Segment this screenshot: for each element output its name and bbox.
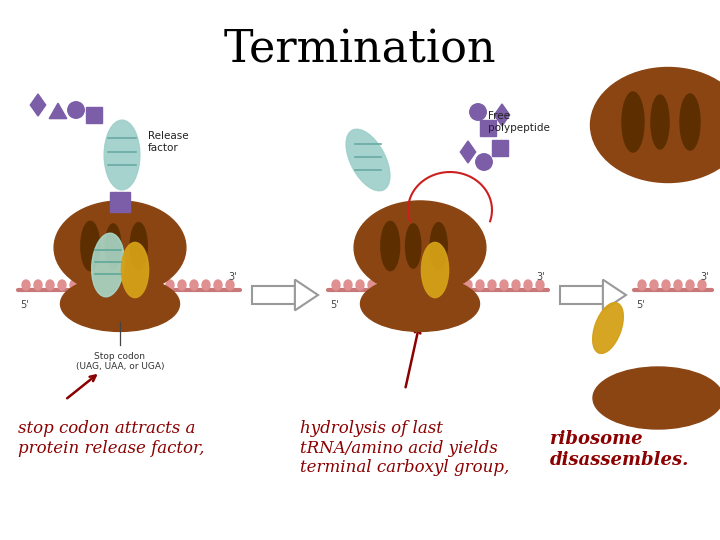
Circle shape	[476, 154, 492, 170]
Ellipse shape	[106, 280, 114, 290]
Text: Release
factor: Release factor	[148, 131, 189, 153]
Ellipse shape	[590, 68, 720, 183]
Circle shape	[469, 104, 486, 120]
Ellipse shape	[476, 280, 484, 290]
Polygon shape	[460, 141, 476, 163]
Ellipse shape	[392, 280, 400, 290]
Ellipse shape	[178, 280, 186, 290]
Ellipse shape	[512, 280, 520, 290]
Polygon shape	[495, 104, 510, 126]
Ellipse shape	[662, 280, 670, 290]
Ellipse shape	[190, 280, 198, 290]
Text: Termination: Termination	[224, 28, 496, 71]
Text: Free
polypeptide: Free polypeptide	[488, 111, 550, 133]
Text: 3': 3'	[228, 272, 237, 282]
Ellipse shape	[58, 280, 66, 290]
Ellipse shape	[104, 120, 140, 190]
Ellipse shape	[674, 280, 682, 290]
Ellipse shape	[130, 280, 138, 290]
Circle shape	[68, 102, 84, 118]
Text: Stop codon
(UAG, UAA, or UGA): Stop codon (UAG, UAA, or UGA)	[76, 352, 164, 372]
Text: 5': 5'	[330, 300, 338, 310]
Ellipse shape	[405, 224, 421, 268]
Polygon shape	[295, 280, 318, 310]
Ellipse shape	[440, 280, 448, 290]
Text: 5': 5'	[636, 300, 644, 310]
Ellipse shape	[361, 276, 480, 332]
Ellipse shape	[214, 280, 222, 290]
Ellipse shape	[130, 222, 147, 269]
Ellipse shape	[202, 280, 210, 290]
Ellipse shape	[381, 221, 400, 271]
Ellipse shape	[622, 92, 644, 152]
Text: ribosome
disassembles.: ribosome disassembles.	[550, 430, 689, 469]
Ellipse shape	[686, 280, 694, 290]
Ellipse shape	[82, 280, 90, 290]
Ellipse shape	[118, 280, 126, 290]
Ellipse shape	[226, 280, 234, 290]
Ellipse shape	[416, 280, 424, 290]
Ellipse shape	[536, 280, 544, 290]
Ellipse shape	[142, 280, 150, 290]
Ellipse shape	[368, 280, 376, 290]
Ellipse shape	[421, 242, 449, 298]
Ellipse shape	[593, 367, 720, 429]
Ellipse shape	[524, 280, 532, 290]
Ellipse shape	[354, 201, 486, 294]
Polygon shape	[603, 280, 626, 310]
Ellipse shape	[650, 280, 658, 290]
Ellipse shape	[356, 280, 364, 290]
Ellipse shape	[81, 221, 99, 271]
Text: 3': 3'	[536, 272, 544, 282]
Ellipse shape	[166, 280, 174, 290]
Ellipse shape	[332, 280, 340, 290]
Ellipse shape	[91, 233, 125, 297]
Ellipse shape	[106, 224, 121, 268]
Ellipse shape	[154, 280, 162, 290]
Ellipse shape	[60, 276, 179, 332]
Ellipse shape	[404, 280, 412, 290]
Ellipse shape	[488, 280, 496, 290]
Ellipse shape	[651, 95, 669, 149]
Ellipse shape	[346, 129, 390, 191]
Ellipse shape	[593, 302, 624, 354]
Ellipse shape	[638, 280, 646, 290]
Ellipse shape	[54, 201, 186, 294]
FancyBboxPatch shape	[492, 140, 508, 156]
Text: 3': 3'	[700, 272, 708, 282]
Ellipse shape	[34, 280, 42, 290]
Ellipse shape	[680, 94, 700, 150]
Ellipse shape	[452, 280, 460, 290]
Text: 5': 5'	[20, 300, 29, 310]
FancyBboxPatch shape	[86, 107, 102, 123]
Ellipse shape	[431, 222, 447, 269]
Ellipse shape	[698, 280, 706, 290]
Ellipse shape	[380, 280, 388, 290]
FancyBboxPatch shape	[560, 286, 603, 304]
FancyBboxPatch shape	[252, 286, 295, 304]
Polygon shape	[49, 103, 67, 119]
Ellipse shape	[94, 280, 102, 290]
Ellipse shape	[46, 280, 54, 290]
Ellipse shape	[22, 280, 30, 290]
FancyBboxPatch shape	[480, 120, 496, 136]
FancyBboxPatch shape	[110, 192, 130, 212]
Ellipse shape	[122, 242, 148, 298]
Polygon shape	[30, 94, 45, 116]
Ellipse shape	[70, 280, 78, 290]
Ellipse shape	[464, 280, 472, 290]
Ellipse shape	[344, 280, 352, 290]
Text: stop codon attracts a
protein release factor,: stop codon attracts a protein release fa…	[18, 420, 204, 457]
Ellipse shape	[500, 280, 508, 290]
Text: hydrolysis of last
tRNA/amino acid yields
terminal carboxyl group,: hydrolysis of last tRNA/amino acid yield…	[300, 420, 509, 476]
Ellipse shape	[428, 280, 436, 290]
